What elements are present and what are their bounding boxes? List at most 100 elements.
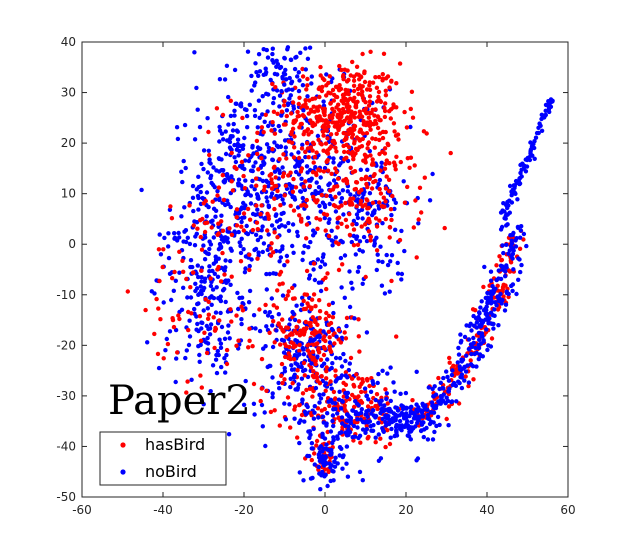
point-nobird <box>365 211 370 216</box>
point-hasbird <box>236 338 241 343</box>
point-nobird <box>488 269 494 274</box>
point-nobird <box>222 177 228 183</box>
point-nobird <box>213 310 219 315</box>
point-nobird <box>197 352 202 358</box>
point-nobird <box>265 199 270 204</box>
point-nobird <box>299 376 305 381</box>
point-hasbird <box>368 238 373 243</box>
point-nobird <box>336 397 342 402</box>
point-nobird <box>167 329 173 334</box>
point-hasbird <box>350 59 355 65</box>
point-nobird <box>351 423 357 429</box>
point-nobird <box>227 145 233 150</box>
point-hasbird <box>362 69 367 74</box>
point-hasbird <box>270 81 275 87</box>
point-hasbird <box>303 149 308 155</box>
point-hasbird <box>366 103 372 108</box>
point-hasbird <box>344 155 349 160</box>
point-nobird <box>325 411 330 416</box>
point-nobird <box>314 180 319 185</box>
point-nobird <box>370 408 376 413</box>
point-hasbird <box>442 225 447 231</box>
point-nobird <box>392 206 397 212</box>
point-nobird <box>466 380 472 385</box>
point-nobird <box>179 169 184 174</box>
point-hasbird <box>336 176 341 181</box>
point-hasbird <box>291 345 296 350</box>
point-hasbird <box>325 158 330 163</box>
point-nobird <box>236 177 242 182</box>
point-nobird <box>299 364 304 370</box>
point-hasbird <box>184 390 189 395</box>
point-nobird <box>320 469 325 475</box>
point-nobird <box>254 70 259 75</box>
point-nobird <box>416 418 421 423</box>
point-nobird <box>303 367 308 373</box>
point-nobird <box>195 301 200 307</box>
point-nobird <box>164 336 169 342</box>
point-hasbird <box>358 201 363 206</box>
point-hasbird <box>323 141 329 146</box>
point-nobird <box>184 348 189 353</box>
point-nobird <box>479 299 484 304</box>
point-nobird <box>383 419 388 425</box>
point-hasbird <box>351 88 357 94</box>
point-hasbird <box>315 106 320 111</box>
point-hasbird <box>336 328 342 333</box>
point-hasbird <box>314 150 319 155</box>
point-nobird <box>243 158 248 163</box>
point-nobird <box>456 345 461 351</box>
point-nobird <box>392 389 397 394</box>
point-hasbird <box>397 61 403 66</box>
point-hasbird <box>326 469 331 475</box>
point-nobird <box>437 401 442 406</box>
point-nobird <box>340 466 345 471</box>
point-hasbird <box>380 72 385 77</box>
point-nobird <box>183 228 189 233</box>
point-hasbird <box>301 360 307 366</box>
point-nobird <box>488 310 494 315</box>
point-hasbird <box>234 223 240 228</box>
point-hasbird <box>318 64 323 70</box>
point-hasbird <box>347 211 352 217</box>
point-nobird <box>302 419 307 424</box>
point-hasbird <box>411 225 416 230</box>
point-hasbird <box>286 139 292 144</box>
x-tick-label: 40 <box>479 503 494 517</box>
point-nobird <box>408 429 414 434</box>
point-hasbird <box>239 159 245 165</box>
point-nobird <box>239 236 244 241</box>
point-hasbird <box>304 387 309 393</box>
point-nobird <box>305 56 311 61</box>
point-nobird <box>226 94 231 100</box>
point-hasbird <box>220 228 226 233</box>
point-hasbird <box>335 115 341 120</box>
point-nobird <box>280 244 285 249</box>
point-nobird <box>179 307 185 312</box>
point-hasbird <box>269 241 274 246</box>
point-nobird <box>276 312 281 317</box>
point-nobird <box>296 150 301 155</box>
point-nobird <box>518 269 523 275</box>
point-nobird <box>348 419 353 424</box>
point-nobird <box>429 400 435 405</box>
point-nobird <box>517 175 523 181</box>
point-hasbird <box>393 163 398 168</box>
point-hasbird <box>370 80 376 85</box>
point-hasbird <box>221 197 227 203</box>
point-nobird <box>363 430 368 435</box>
point-nobird <box>394 433 400 438</box>
point-hasbird <box>186 327 191 333</box>
point-nobird <box>302 187 308 193</box>
point-nobird <box>285 47 290 52</box>
point-hasbird <box>350 153 356 158</box>
point-nobird <box>217 124 222 130</box>
point-hasbird <box>319 408 324 413</box>
point-nobird <box>270 375 275 380</box>
point-hasbird <box>280 380 285 386</box>
point-nobird <box>281 210 286 216</box>
point-nobird <box>536 130 541 136</box>
point-hasbird <box>299 412 305 418</box>
point-nobird <box>270 395 275 400</box>
